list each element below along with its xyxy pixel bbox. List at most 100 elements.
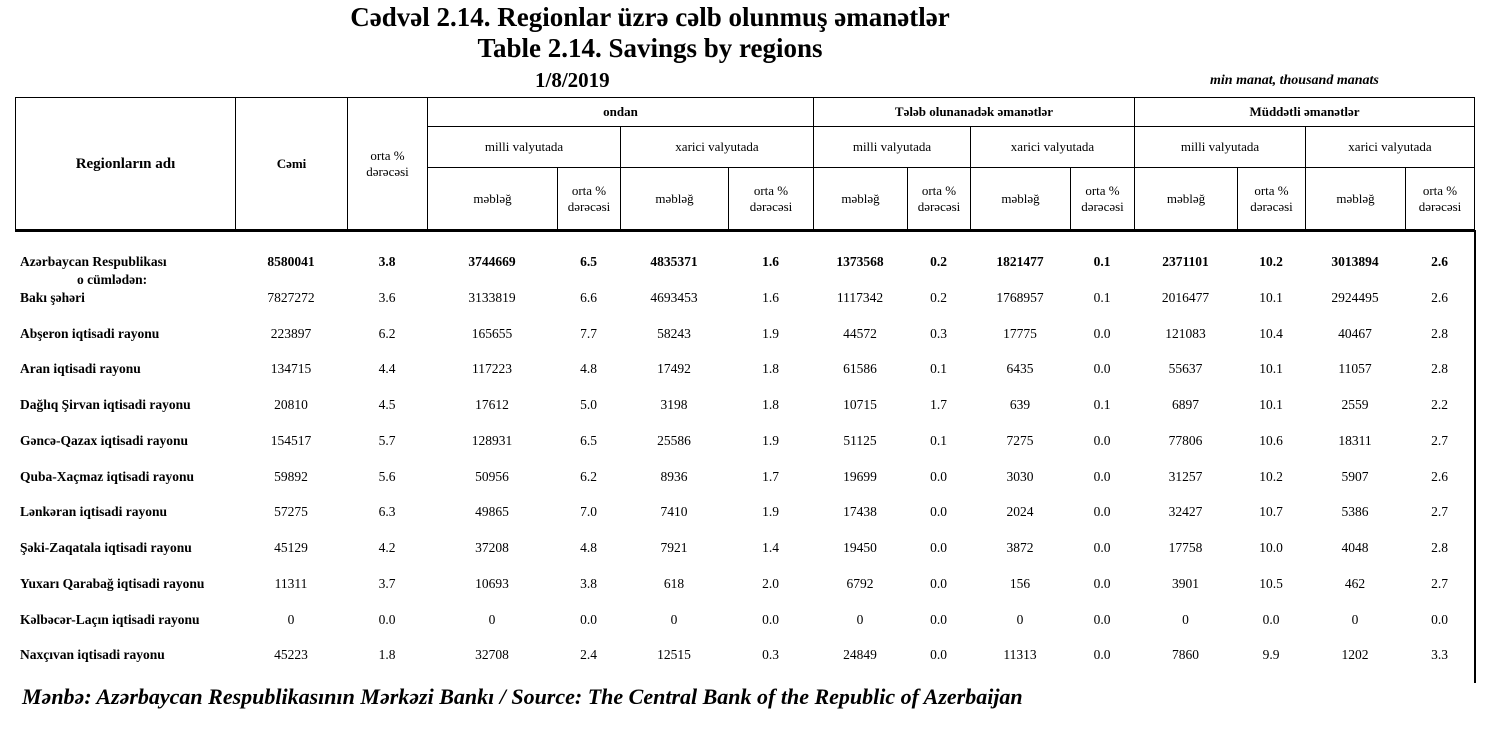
cell-value: 1.7 [930, 397, 947, 412]
cell-value: 3901 [1172, 575, 1199, 591]
cell-value: 6792 [846, 575, 874, 591]
cell-value: 61586 [843, 361, 877, 377]
cell-value: 618 [663, 575, 685, 591]
cell-value: 6.6 [580, 289, 597, 305]
cell-value: 6.5 [580, 432, 597, 448]
cell-value: 0.1 [1093, 254, 1111, 269]
cell-value: 8936 [660, 468, 688, 484]
cell-value: 0.0 [1431, 611, 1448, 627]
cell-value: 3744669 [468, 254, 516, 269]
cell-value: 32427 [1168, 504, 1203, 520]
cell-value: 51125 [843, 432, 877, 448]
leaf-header: orta % dərəcəsi [557, 167, 621, 231]
cell-value: 1117342 [836, 289, 884, 305]
cell-value: 55637 [1168, 361, 1203, 377]
cell-value: 10.1 [1259, 361, 1283, 377]
cell-value: 2924495 [1331, 289, 1379, 305]
cell-value: 7.7 [580, 325, 597, 341]
cell-value: 1.9 [762, 504, 779, 520]
cell-value: 5907 [1341, 468, 1369, 484]
subgroup-header: milli valyutada [1134, 126, 1306, 168]
cell-value: 0 [287, 611, 295, 627]
row-name: Abşeron iqtisadi rayonu [20, 325, 160, 341]
cell-value: 6.2 [378, 325, 396, 341]
cell-value: 45129 [274, 540, 308, 555]
leaf-header: məbləğ [970, 167, 1071, 231]
cell-value: 4835371 [650, 254, 698, 269]
cell-value: 17775 [1003, 325, 1037, 341]
cell-value: 7410 [660, 504, 688, 520]
group-header: Tələb olunanadək əmanətlər [813, 97, 1135, 127]
leaf-header: məbləğ [427, 167, 558, 231]
cell-value: 10.0 [1259, 540, 1283, 555]
cell-value: 156 [1009, 575, 1031, 591]
cell-value: 1.8 [762, 361, 779, 377]
cell-value: 0.1 [1093, 289, 1111, 305]
cell-value: 10715 [843, 397, 877, 412]
right-rule [1474, 230, 1476, 683]
cell-value: 1.9 [762, 325, 779, 341]
leaf-header: orta % dərəcəsi [728, 167, 814, 231]
cell-value: 2.7 [1431, 504, 1448, 520]
cell-value: 5.0 [580, 397, 597, 412]
cell-value: 32708 [475, 647, 509, 663]
cell-value: 2.2 [1431, 397, 1448, 412]
cell-value: 1.8 [378, 647, 396, 663]
cell-value: 4693453 [650, 289, 698, 305]
cell-value: 154517 [270, 432, 312, 448]
cell-value: 5386 [1341, 504, 1369, 520]
group-header: Müddətli əmanətlər [1134, 97, 1475, 127]
cell-value: 0.0 [1093, 504, 1111, 520]
header-cell: Cəmi [235, 97, 348, 231]
row-name: Azərbaycan Respublikası [20, 254, 167, 269]
row-name: Kəlbəcər-Laçın iqtisadi rayonu [20, 611, 200, 627]
header-rule [15, 229, 1475, 232]
cell-value: 121083 [1165, 325, 1206, 341]
cell-value: 3.6 [378, 289, 396, 305]
cell-value: 0.1 [930, 361, 947, 377]
cell-value: 134715 [270, 361, 312, 377]
cell-value: 223897 [270, 325, 312, 341]
cell-value: 2559 [1341, 397, 1369, 412]
cell-value: 0.0 [378, 611, 396, 627]
subgroup-header: xarici valyutada [1305, 126, 1475, 168]
cell-value: 9.9 [1262, 647, 1280, 663]
group-header: ondan [427, 97, 814, 127]
cell-value: 3.8 [378, 254, 396, 269]
cell-value: 10.4 [1259, 325, 1283, 341]
row-name: Aran iqtisadi rayonu [20, 361, 141, 377]
cell-value: 2.8 [1431, 325, 1448, 341]
row-name: Quba-Xaçmaz iqtisadi rayonu [20, 468, 195, 484]
cell-value: 3.8 [580, 575, 597, 591]
cell-value: 2.4 [580, 647, 597, 663]
header-cell: orta % dərəcəsi [347, 97, 428, 231]
cell-value: 0.0 [930, 611, 947, 627]
cell-value: 3198 [660, 397, 688, 412]
leaf-header: orta % dərəcəsi [1070, 167, 1135, 231]
cell-value: 5.7 [378, 432, 396, 448]
header-cell: Regionların adı [15, 97, 236, 231]
source: Mənbə: Azərbaycan Respublikasının Mərkəz… [22, 684, 1023, 709]
subgroup-header: milli valyutada [813, 126, 971, 168]
cell-value: 59892 [274, 468, 308, 484]
cell-value: 1373568 [836, 254, 884, 269]
cell-value: 0.1 [1093, 397, 1111, 412]
cell-value: 2.0 [762, 575, 779, 591]
cell-value: 31257 [1168, 468, 1203, 484]
row-name: Gəncə-Qazax iqtisadi rayonu [20, 432, 188, 448]
cell-value: 11057 [1338, 361, 1372, 377]
cell-value: 2.6 [1431, 254, 1448, 269]
cell-value: 10.1 [1259, 289, 1283, 305]
cell-value: 49865 [475, 504, 509, 520]
cell-value: 1821477 [996, 254, 1044, 269]
cell-value: 12515 [657, 647, 691, 663]
cell-value: 19699 [843, 468, 877, 484]
cell-value: 2.8 [1431, 540, 1448, 555]
cell-value: 6435 [1006, 361, 1034, 377]
cell-value: 11313 [1003, 647, 1037, 663]
cell-value: 165655 [471, 325, 513, 341]
subheading: o cümlədən: [77, 272, 148, 287]
cell-value: 10.5 [1259, 575, 1283, 591]
row-name: Yuxarı Qarabağ iqtisadi rayonu [20, 575, 205, 591]
leaf-header: məbləğ [813, 167, 908, 231]
